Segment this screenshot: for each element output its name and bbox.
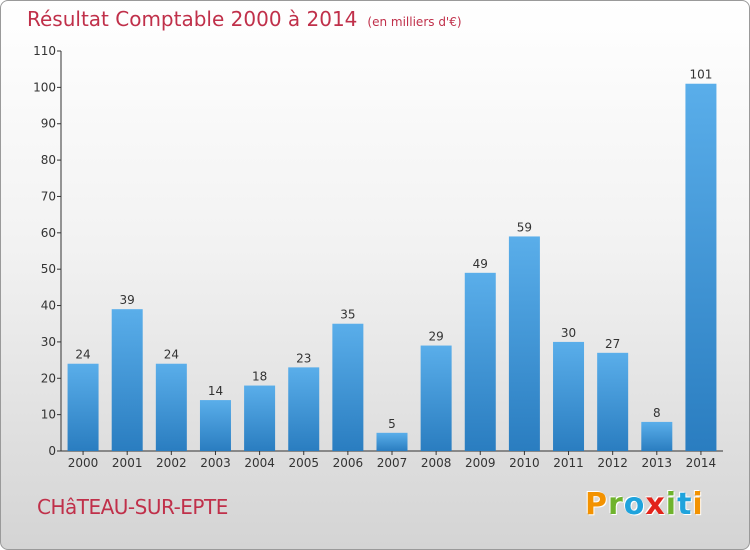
logo-letter: t xyxy=(677,487,693,522)
bar-2000 xyxy=(67,363,99,451)
data-label-2001: 39 xyxy=(120,293,135,307)
data-label-2013: 8 xyxy=(653,406,661,420)
bar-2005 xyxy=(288,367,320,451)
bar-2009 xyxy=(464,272,496,451)
y-tick-label: 110 xyxy=(33,44,56,58)
chart-bars: 24 39 24 14 18 23 35 5 29 49 59 30 27 8 101 xyxy=(67,68,717,452)
logo-letter: i xyxy=(665,487,678,522)
data-label-2005: 23 xyxy=(296,351,311,365)
data-label-2007: 5 xyxy=(388,417,396,431)
bar-2006 xyxy=(332,323,364,451)
x-tick-label-2014: 2014 xyxy=(686,456,717,470)
data-label-2000: 24 xyxy=(75,348,90,362)
y-tick-label: 70 xyxy=(41,189,56,203)
data-label-2002: 24 xyxy=(164,348,179,362)
data-label-2014: 101 xyxy=(689,68,712,82)
bar-2013 xyxy=(641,421,673,451)
data-label-2009: 49 xyxy=(473,257,488,271)
bar-2012 xyxy=(597,352,629,451)
x-tick-label-2013: 2013 xyxy=(642,456,673,470)
y-tick-label: 100 xyxy=(33,80,56,94)
logo-letter: P xyxy=(585,487,608,522)
chart-title: Résultat Comptable 2000 à 2014 (en millie… xyxy=(27,7,462,31)
bar-2007 xyxy=(376,432,408,451)
chart-axes: 0 10 20 30 40 50 60 70 80 90 100 110 2000 2001 2002 200… xyxy=(33,44,723,470)
proxiti-logo: Proxiti xyxy=(585,487,704,522)
y-tick-label: 40 xyxy=(41,299,56,313)
bar-2011 xyxy=(553,341,585,451)
y-tick-label: 30 xyxy=(41,335,56,349)
data-label-2012: 27 xyxy=(605,337,620,351)
chart-title-text: Résultat Comptable 2000 à 2014 xyxy=(27,7,358,31)
bar-2004 xyxy=(244,385,276,451)
y-tick-label: 60 xyxy=(41,226,56,240)
bar-2014 xyxy=(685,83,717,452)
x-tick-label-2004: 2004 xyxy=(244,456,275,470)
x-tick-label-2002: 2002 xyxy=(156,456,187,470)
bar-2010 xyxy=(508,236,540,451)
data-label-2011: 30 xyxy=(561,326,576,340)
bar-2003 xyxy=(199,400,231,451)
x-tick-label-2000: 2000 xyxy=(68,456,99,470)
y-tick-label: 20 xyxy=(41,371,56,385)
logo-letter: x xyxy=(645,487,666,522)
y-tick-label: 0 xyxy=(48,444,56,458)
x-tick-label-2006: 2006 xyxy=(333,456,364,470)
x-tick-label-2001: 2001 xyxy=(112,456,143,470)
x-tick-label-2007: 2007 xyxy=(377,456,408,470)
y-tick-label: 10 xyxy=(41,408,56,422)
y-tick-label: 50 xyxy=(41,262,56,276)
x-tick-label-2003: 2003 xyxy=(200,456,231,470)
bar-2008 xyxy=(420,345,452,451)
x-tick-label-2012: 2012 xyxy=(597,456,628,470)
logo-letter: i xyxy=(692,487,704,522)
data-label-2008: 29 xyxy=(428,330,443,344)
x-tick-label-2010: 2010 xyxy=(509,456,540,470)
bar-2002 xyxy=(155,363,187,451)
x-tick-label-2008: 2008 xyxy=(421,456,452,470)
y-tick-label: 80 xyxy=(41,153,56,167)
y-tick-label: 90 xyxy=(41,117,56,131)
bar-2001 xyxy=(111,309,143,451)
data-label-2010: 59 xyxy=(517,220,532,234)
logo-letter: r xyxy=(608,487,624,522)
data-label-2003: 14 xyxy=(208,384,223,398)
x-tick-label-2005: 2005 xyxy=(288,456,319,470)
commune-name: CHâTEAU-SUR-EPTE xyxy=(37,495,228,519)
x-tick-label-2011: 2011 xyxy=(553,456,584,470)
chart-subtitle: (en milliers d'€) xyxy=(367,15,462,29)
data-label-2006: 35 xyxy=(340,308,355,322)
data-label-2004: 18 xyxy=(252,370,267,384)
logo-letter: o xyxy=(623,487,646,522)
x-tick-label-2009: 2009 xyxy=(465,456,496,470)
